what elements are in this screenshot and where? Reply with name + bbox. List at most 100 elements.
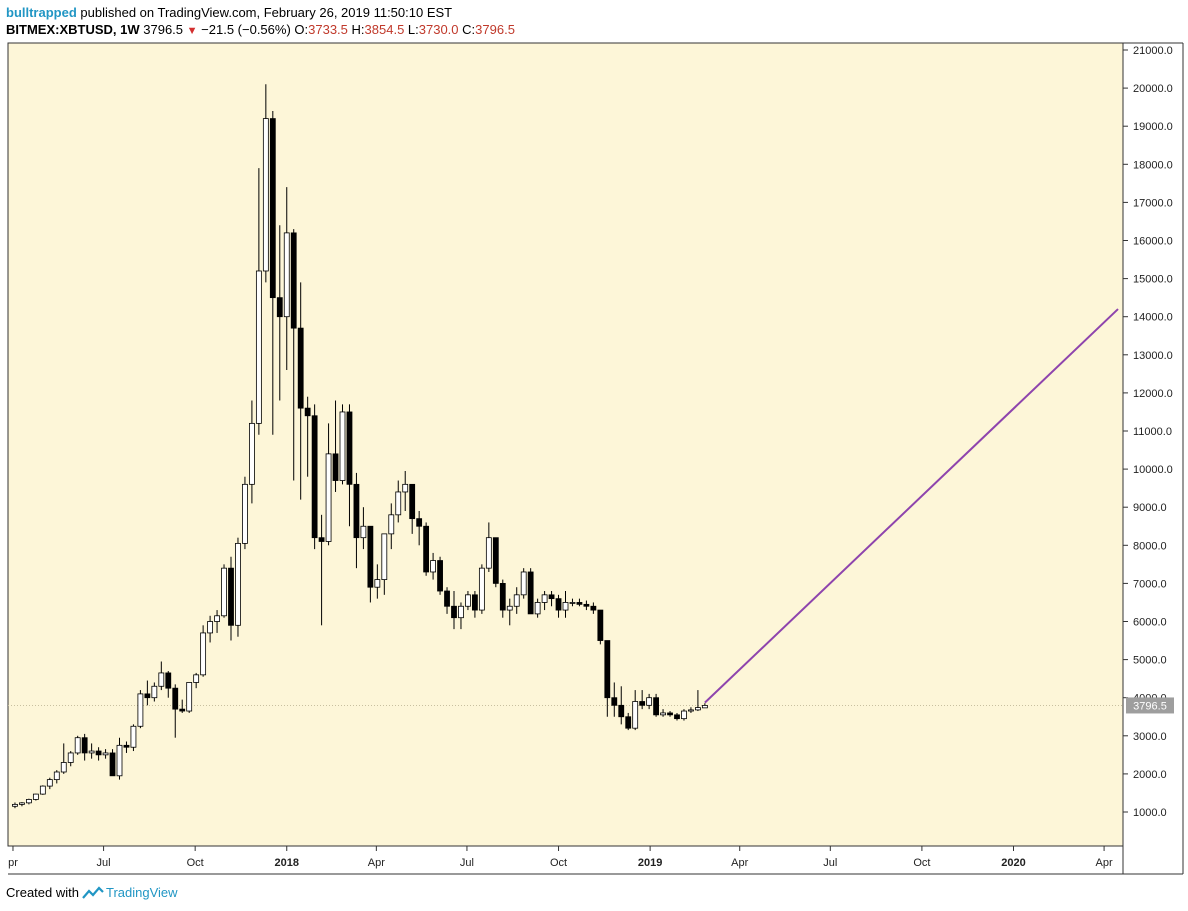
x-tick-label: Apr bbox=[368, 857, 385, 869]
candle-down bbox=[409, 483, 416, 520]
candle-down bbox=[165, 672, 172, 689]
candle-up bbox=[562, 602, 569, 611]
symbol-name: BITMEX:XBTUSD, 1W bbox=[6, 22, 140, 37]
candle-up bbox=[478, 567, 485, 611]
candle-down bbox=[639, 701, 646, 706]
candle-down bbox=[674, 714, 680, 720]
y-tick-label: 21000.0 bbox=[1133, 45, 1173, 57]
candle-up bbox=[249, 422, 255, 485]
candle-down bbox=[109, 752, 116, 777]
candle-down bbox=[492, 537, 499, 584]
candle-up bbox=[207, 621, 213, 634]
candle-up bbox=[46, 779, 53, 787]
price-chart[interactable]: 1000.02000.03000.04000.05000.06000.07000… bbox=[0, 0, 1188, 880]
candle-down bbox=[353, 483, 360, 539]
y-tick-label: 10000.0 bbox=[1133, 464, 1173, 476]
candle-down bbox=[423, 525, 430, 573]
candle-down bbox=[290, 232, 297, 329]
candle-up bbox=[458, 605, 464, 619]
y-tick-label: 19000.0 bbox=[1133, 121, 1173, 133]
publish-info: bulltrapped published on TradingView.com… bbox=[6, 5, 452, 20]
x-tick-label: Jul bbox=[823, 857, 837, 869]
candle-down bbox=[576, 602, 583, 605]
x-tick-label: 2020 bbox=[1001, 857, 1025, 869]
candle-up bbox=[646, 697, 653, 706]
candle-down bbox=[416, 518, 423, 527]
candle-up bbox=[151, 685, 158, 699]
candle-down bbox=[311, 415, 318, 539]
y-tick-label: 8000.0 bbox=[1133, 540, 1167, 552]
high-value: 3854.5 bbox=[364, 22, 405, 37]
close-value: 3796.5 bbox=[475, 22, 515, 37]
y-tick-label: 6000.0 bbox=[1133, 617, 1167, 629]
close-label: C: bbox=[462, 22, 476, 37]
symbol-info: BITMEX:XBTUSD, 1W 3796.5 ▼ −21.5 (−0.56%… bbox=[6, 22, 515, 37]
candle-up bbox=[360, 525, 367, 539]
publish-text: published on TradingView.com, February 2… bbox=[80, 5, 453, 20]
candle-up bbox=[374, 579, 381, 588]
candle-up bbox=[74, 737, 81, 754]
candle-up bbox=[506, 605, 513, 611]
candle-up bbox=[26, 799, 32, 804]
candle-down bbox=[81, 737, 88, 754]
plot-background bbox=[8, 43, 1123, 846]
candle-down bbox=[548, 594, 555, 600]
y-tick-label: 13000.0 bbox=[1133, 350, 1173, 362]
candle-up bbox=[534, 602, 541, 615]
candle-up bbox=[186, 682, 193, 712]
candle-down bbox=[472, 594, 478, 611]
candle-up bbox=[701, 705, 708, 709]
candle-up bbox=[541, 594, 548, 603]
y-tick-label: 3000.0 bbox=[1133, 731, 1167, 743]
candle-up bbox=[39, 785, 46, 795]
candle-down bbox=[590, 605, 597, 611]
candle-up bbox=[681, 710, 687, 720]
candle-down bbox=[625, 716, 632, 729]
candle-up bbox=[102, 752, 109, 756]
y-tick-label: 15000.0 bbox=[1133, 274, 1173, 286]
candle-up bbox=[242, 483, 248, 544]
candle-up bbox=[214, 615, 220, 622]
author-link[interactable]: bulltrapped bbox=[6, 5, 77, 20]
candle-up bbox=[137, 693, 144, 727]
low-value: 3730.0 bbox=[418, 22, 459, 37]
candle-down bbox=[555, 598, 562, 611]
y-tick-label: 17000.0 bbox=[1133, 197, 1173, 209]
y-tick-label: 2000.0 bbox=[1133, 769, 1167, 781]
y-tick-label: 18000.0 bbox=[1133, 159, 1173, 171]
candle-down bbox=[367, 525, 374, 588]
candle-down bbox=[95, 750, 102, 756]
candle-down bbox=[667, 712, 673, 716]
created-with-text: Created with bbox=[6, 885, 79, 900]
y-tick-label: 1000.0 bbox=[1133, 807, 1167, 819]
candle-up bbox=[116, 744, 123, 777]
candle-up bbox=[53, 771, 60, 781]
high-label: H: bbox=[351, 22, 365, 37]
candle-down bbox=[451, 605, 457, 619]
candle-down bbox=[583, 603, 590, 607]
candle-up bbox=[12, 803, 18, 807]
tradingview-logo[interactable]: TradingView bbox=[82, 885, 178, 900]
candle-up bbox=[569, 602, 576, 604]
candle-down bbox=[527, 571, 534, 615]
open-label: O: bbox=[294, 22, 309, 37]
candle-up bbox=[402, 483, 409, 493]
candle-down bbox=[653, 697, 659, 716]
x-tick-label: Apr bbox=[1096, 857, 1113, 869]
x-tick-label: Oct bbox=[187, 857, 204, 869]
x-tick-label: pr bbox=[8, 857, 18, 869]
candle-up bbox=[513, 594, 520, 607]
candle-up bbox=[262, 118, 269, 272]
candle-up bbox=[688, 709, 694, 712]
candle-up bbox=[395, 491, 402, 516]
candle-up bbox=[388, 514, 395, 535]
candle-up bbox=[660, 712, 666, 716]
y-tick-label: 7000.0 bbox=[1133, 578, 1167, 590]
candle-down bbox=[604, 640, 611, 699]
candle-down bbox=[618, 704, 625, 718]
y-tick-label: 12000.0 bbox=[1133, 388, 1173, 400]
low-label: L: bbox=[407, 22, 419, 37]
candle-down bbox=[332, 453, 339, 481]
tradingview-brand: TradingView bbox=[105, 885, 178, 900]
x-tick-label: Jul bbox=[97, 857, 111, 869]
